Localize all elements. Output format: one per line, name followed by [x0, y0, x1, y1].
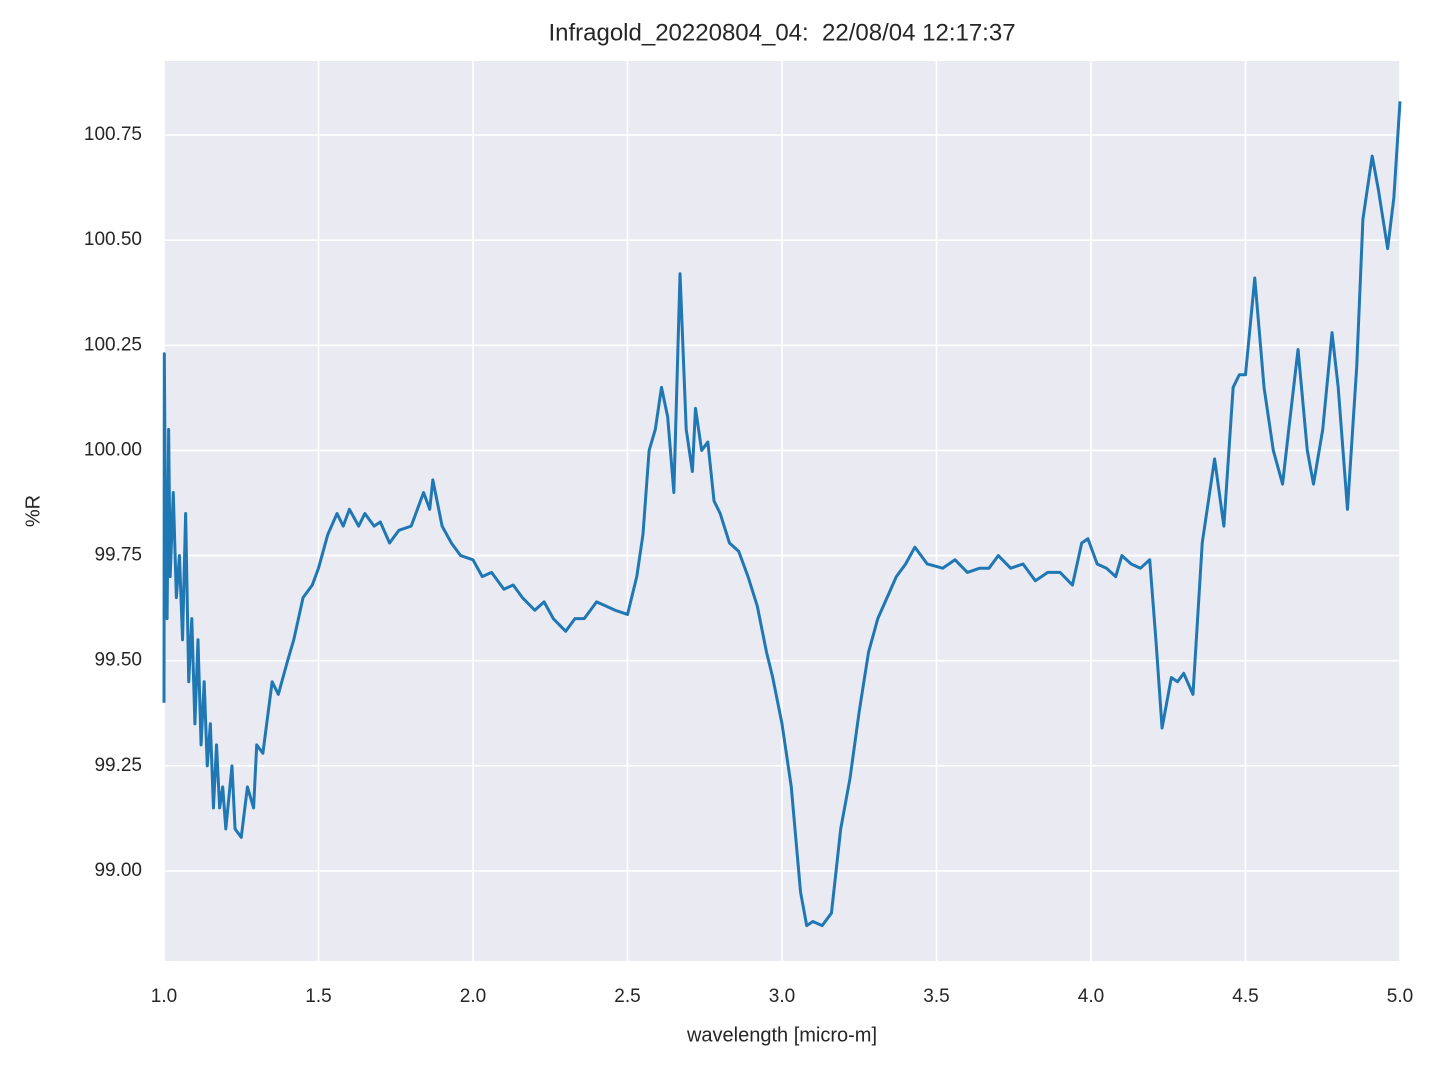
x-tick-label: 4.0 — [1078, 986, 1104, 1007]
y-tick-label: 99.25 — [94, 755, 142, 776]
y-tick-label: 100.00 — [84, 439, 142, 460]
x-tick-label: 1.5 — [305, 986, 331, 1007]
x-tick-label: 1.0 — [151, 986, 177, 1007]
y-tick-label: 99.50 — [94, 650, 142, 671]
y-tick-label: 100.75 — [84, 124, 142, 145]
y-tick-label: 100.50 — [84, 229, 142, 250]
x-tick-label: 2.0 — [460, 986, 486, 1007]
x-tick-label: 3.0 — [769, 986, 795, 1007]
x-tick-label: 3.5 — [923, 986, 949, 1007]
y-tick-label: 99.00 — [94, 860, 142, 881]
y-axis-label: %R — [22, 495, 44, 527]
y-tick-label: 99.75 — [94, 545, 142, 566]
x-axis-label: wavelength [micro-m] — [686, 1024, 877, 1046]
data-line — [162, 101, 1402, 928]
x-tick-label: 4.5 — [1232, 986, 1258, 1007]
x-tick-label: 2.5 — [614, 986, 640, 1007]
chart-title: Infragold_20220804_04: 22/08/04 12:17:37 — [548, 19, 1015, 46]
y-tick-label: 100.25 — [84, 334, 142, 355]
x-tick-label: 5.0 — [1387, 986, 1413, 1007]
